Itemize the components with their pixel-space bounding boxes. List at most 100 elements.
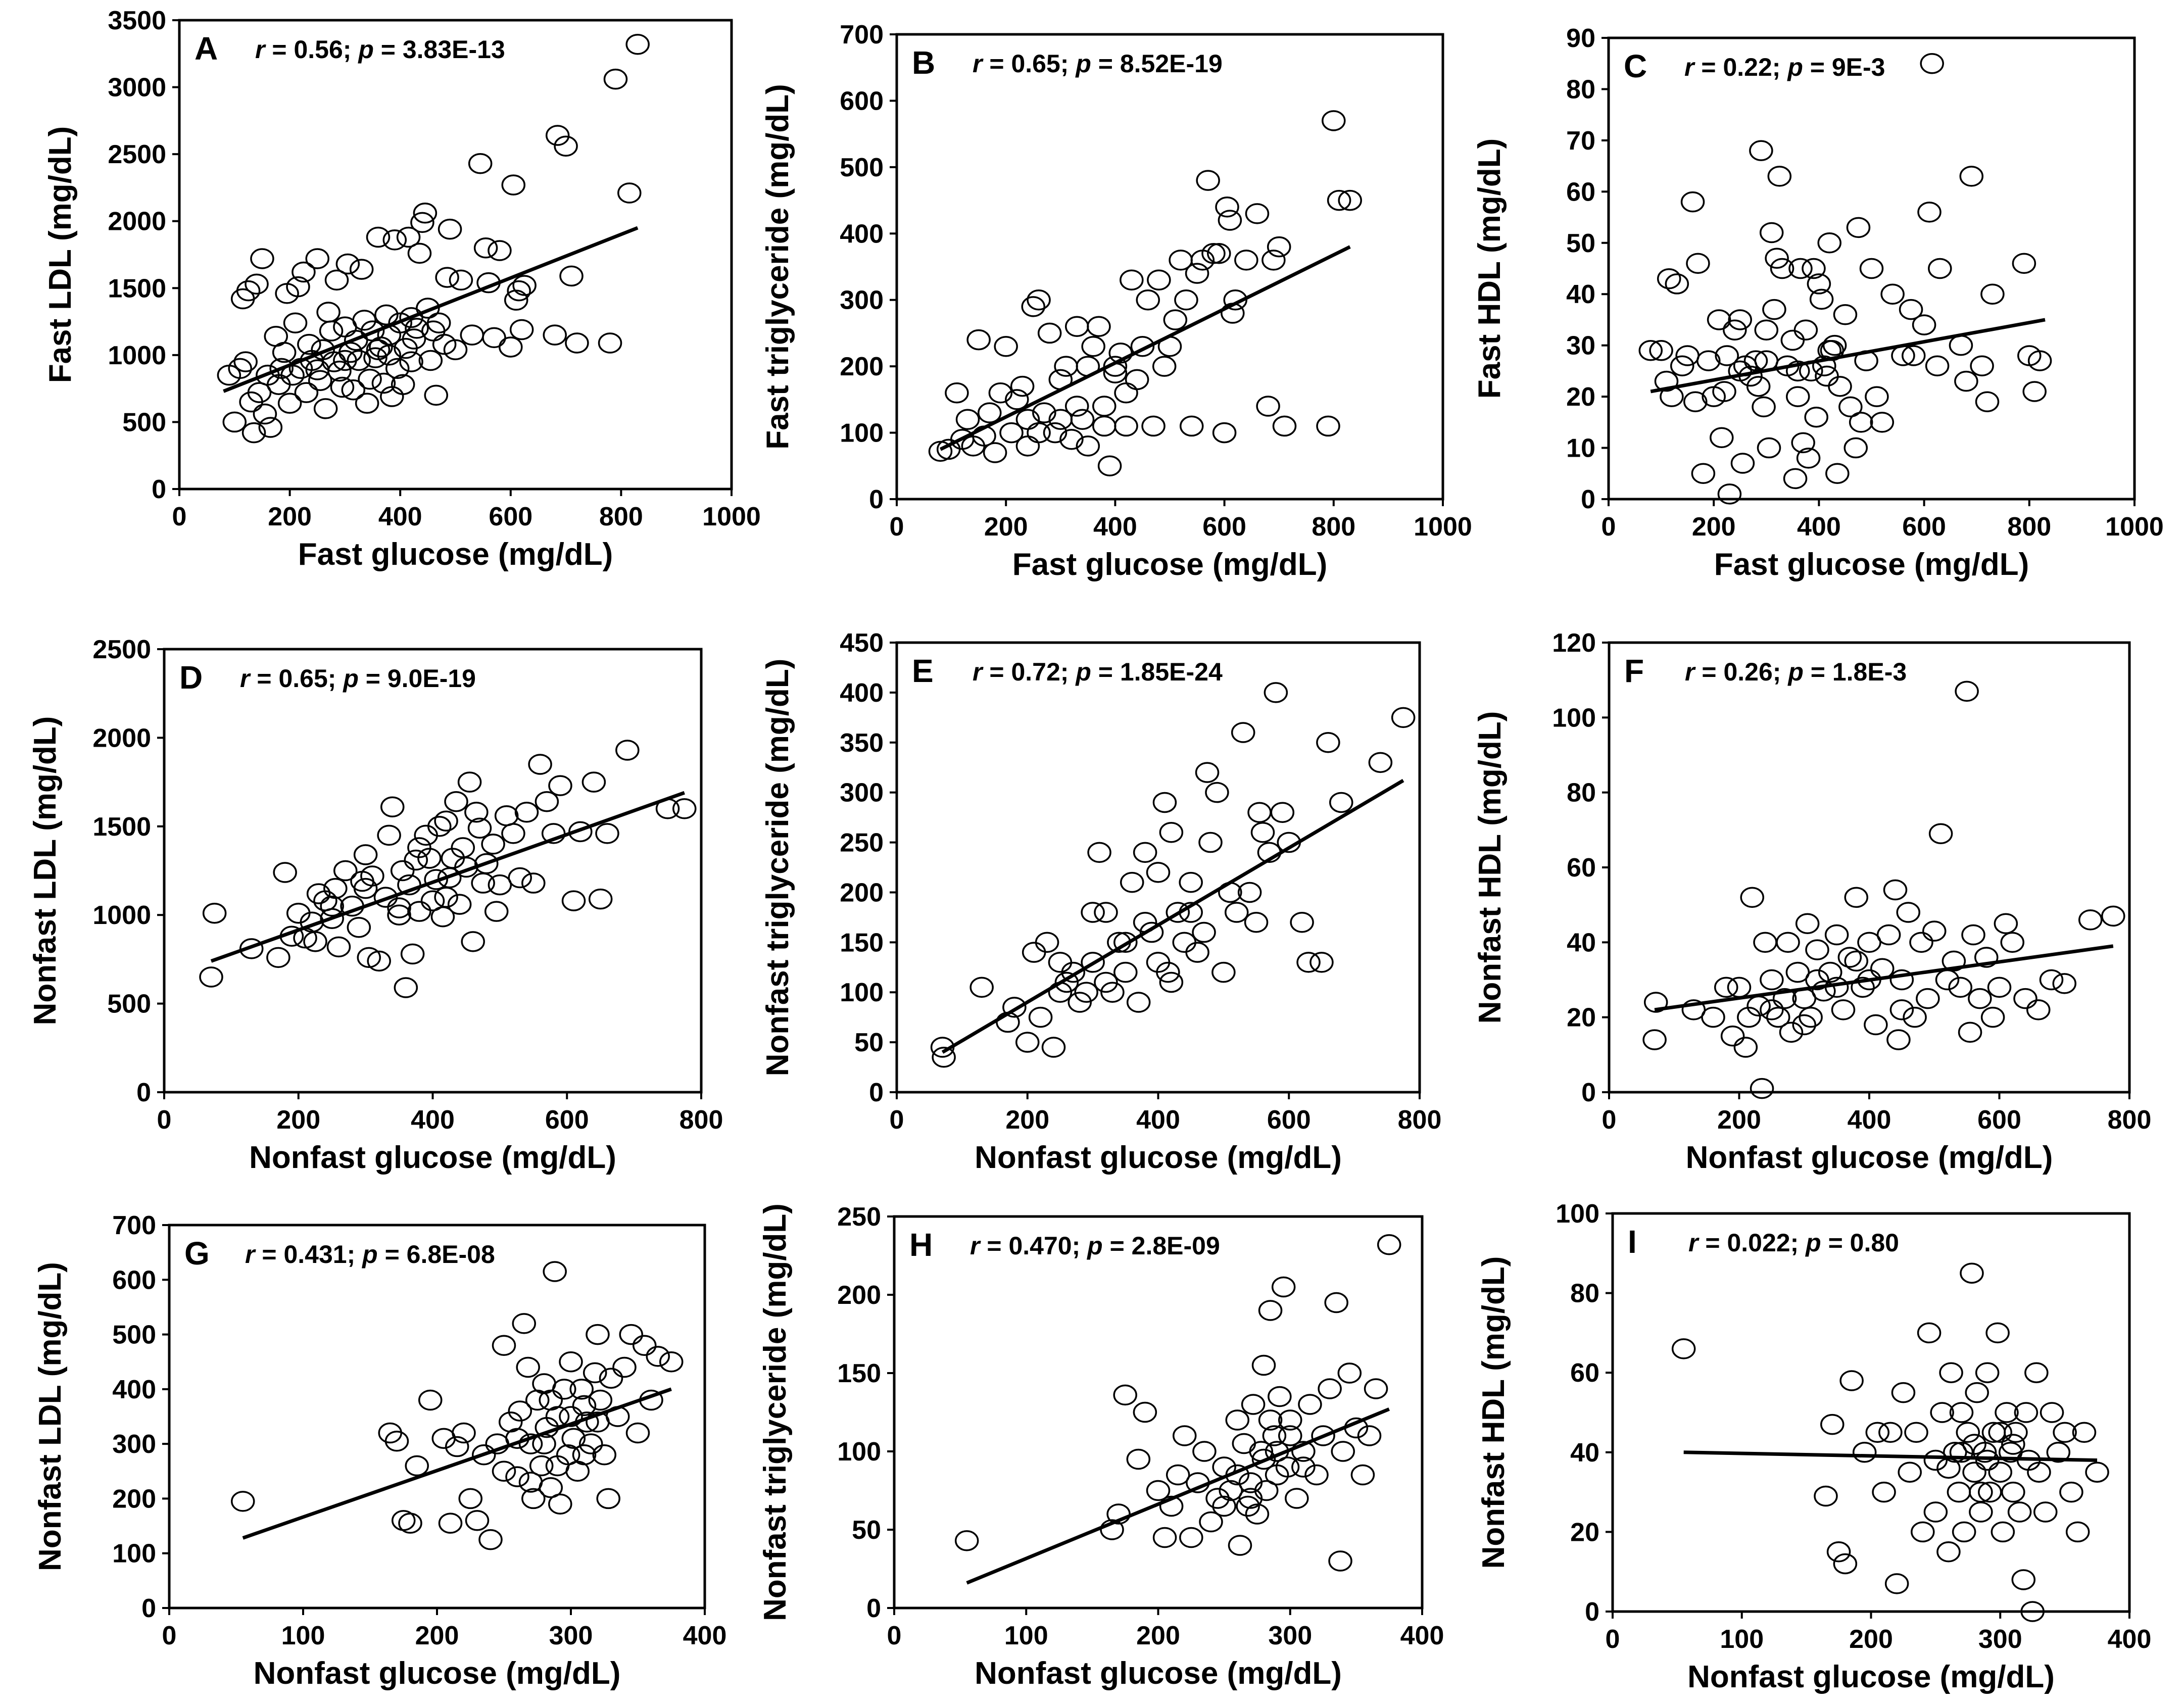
data-point	[1987, 977, 2012, 998]
data-point	[1275, 1456, 1300, 1478]
data-point	[1878, 1422, 1903, 1443]
y-tick-label: 70	[1566, 126, 1595, 156]
data-point	[516, 1356, 540, 1378]
scatter-panel-g: 0 100 200 300 400 0 100 200 300 400 500 600 700 Nonfa…	[33, 1211, 726, 1691]
data-point	[1954, 370, 1978, 392]
trend-line	[941, 778, 1404, 1054]
data-point	[371, 372, 396, 394]
y-tick-label: 0	[136, 1078, 151, 1107]
y-tick-label: 2000	[92, 723, 151, 753]
data-point	[1291, 1456, 1316, 1478]
data-point	[199, 966, 223, 988]
annotation-p-label: p	[1787, 658, 1804, 686]
data-point	[1064, 396, 1089, 417]
data-point	[1251, 1354, 1276, 1376]
y-tick-label: 400	[840, 678, 884, 708]
data-point	[1103, 356, 1128, 377]
x-tick-label: 0	[890, 512, 904, 542]
x-tick-label: 800	[1398, 1105, 1442, 1135]
scatter-panel-e: 0 200 400 600 800 0 50 100 150 200 250 300 350 400 450…	[760, 628, 1441, 1175]
data-point	[387, 904, 411, 925]
x-tick-label: 1000	[702, 502, 761, 531]
y-tick-label: 50	[1566, 229, 1595, 258]
data-point	[1733, 1037, 1758, 1058]
data-point	[1743, 350, 1768, 371]
y-tick-label: 0	[866, 1594, 881, 1623]
data-point	[488, 874, 512, 896]
data-point	[1917, 202, 1942, 223]
data-point	[418, 1389, 443, 1411]
data-point	[1654, 370, 1679, 392]
data-point	[1391, 707, 1416, 728]
data-point	[588, 1389, 613, 1411]
data-point	[1896, 902, 1920, 923]
data-point	[452, 1422, 476, 1444]
y-tick-label: 60	[1567, 853, 1596, 883]
data-point	[2014, 1402, 2039, 1423]
data-point	[1350, 1464, 1375, 1486]
data-point	[1730, 453, 1755, 474]
data-point	[2027, 350, 2052, 371]
data-point	[1805, 969, 1829, 991]
data-point	[1002, 997, 1027, 1018]
data-point	[202, 902, 227, 924]
data-point	[319, 320, 344, 342]
annotation-p-label: p	[342, 664, 359, 693]
panel-letter: D	[179, 659, 203, 696]
data-point	[1949, 1402, 1974, 1423]
y-tick-label: 100	[1552, 703, 1596, 733]
data-point	[1812, 981, 1836, 1002]
data-point	[586, 1411, 610, 1433]
data-point	[407, 901, 431, 922]
data-point	[1043, 422, 1067, 444]
data-point	[2059, 1481, 2083, 1503]
data-point	[461, 931, 485, 952]
data-point	[1828, 376, 1852, 397]
data-point	[2052, 973, 2076, 994]
data-point	[478, 1529, 503, 1550]
data-point	[1818, 961, 1842, 983]
data-point	[1820, 1413, 1845, 1435]
data-point	[233, 351, 258, 372]
annotation-r-label: r	[970, 1232, 981, 1260]
data-point	[1978, 1481, 2002, 1503]
data-point	[1136, 289, 1160, 311]
data-point	[988, 382, 1013, 404]
data-point	[1201, 242, 1226, 264]
data-point	[1991, 1521, 2015, 1543]
data-point	[1815, 365, 1839, 387]
data-point	[1969, 1481, 1993, 1503]
plot-frame	[1607, 36, 2136, 501]
data-point	[1205, 782, 1229, 803]
y-tick-label: 30	[1566, 331, 1595, 361]
data-point	[369, 336, 393, 358]
x-axis-title: Nonfast glucose (mg/dL)	[975, 1656, 1342, 1691]
data-point	[1750, 1078, 1774, 1099]
scatter-panel-i: 0 100 200 300 400 0 20 40 60 80 100 Nonfast glucose…	[1476, 1199, 2151, 1694]
data-point	[2020, 1601, 2045, 1622]
x-tick-label: 400	[1136, 1105, 1180, 1135]
x-tick-label: 300	[1268, 1621, 1312, 1650]
data-point	[241, 422, 266, 444]
data-point	[1792, 1014, 1816, 1036]
data-point	[1988, 1461, 2012, 1483]
data-point	[1081, 335, 1105, 357]
x-axis-title: Nonfast glucose (mg/dL)	[975, 1140, 1342, 1175]
y-axis-title: Fast LDL (mg/dL)	[43, 126, 78, 383]
data-point	[1838, 396, 1863, 418]
data-point	[1975, 1449, 2000, 1471]
data-point	[418, 350, 443, 371]
data-point	[1278, 1409, 1302, 1431]
trend-line	[242, 1387, 672, 1540]
data-point	[1357, 1425, 1382, 1446]
x-axis-title: Fast glucose (mg/dL)	[1714, 547, 2029, 582]
data-point	[373, 887, 398, 908]
data-point	[1114, 382, 1138, 404]
data-point	[518, 1472, 543, 1493]
x-axis-title: Nonfast glucose (mg/dL)	[1687, 1660, 2055, 1694]
scatter-panel-a: 0 200 400 600 800 1000 0 500 1000 1500 2000 2500 300…	[43, 6, 761, 572]
data-point	[1831, 999, 1856, 1020]
data-point	[390, 860, 415, 882]
data-point	[1765, 248, 1789, 269]
data-point	[1791, 432, 1815, 454]
